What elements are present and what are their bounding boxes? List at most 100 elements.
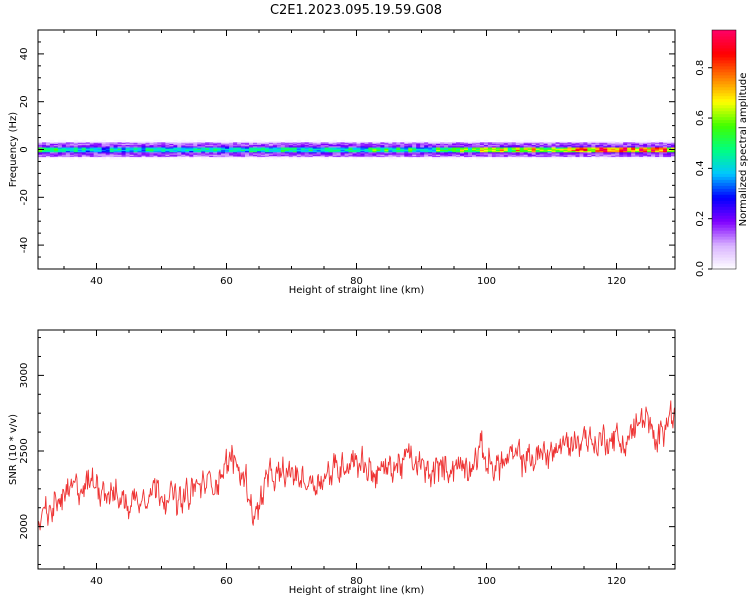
colorbar-segment [712,59,736,64]
heatmap-cell [567,153,572,155]
heatmap-cell [201,139,206,142]
heatmap-cell [448,149,453,152]
heatmap-cell [583,143,588,146]
heatmap-cell [165,142,170,144]
heatmap-cell [479,143,485,146]
heatmap-cell [125,155,130,158]
heatmap-cell [233,150,238,153]
heatmap-cell [69,142,75,144]
heatmap-cell [344,142,349,144]
heatmap-cell [300,153,306,155]
heatmap-cell [587,145,592,148]
heatmap-cell [336,153,341,155]
heatmap-cell [424,151,429,154]
colorbar-segment [712,227,736,231]
heatmap-cell [535,156,541,159]
heatmap-cell [93,153,99,155]
heatmap-cell [201,148,206,150]
heatmap-cell [253,153,258,155]
heatmap-cell [567,151,572,154]
heatmap-cell [655,150,660,153]
heatmap-cell [404,147,409,149]
heatmap-cell [559,147,564,149]
heatmap-cell [384,154,389,156]
heatmap-cell [428,141,433,143]
heatmap-cell [468,142,473,144]
heatmap-cell [249,153,254,155]
heatmap-cell [523,154,529,156]
heatmap-cell [659,157,664,160]
heatmap-cell [308,142,314,144]
heatmap-cell [137,148,142,150]
heatmap-cell [348,154,353,156]
heatmap-cell [257,156,262,159]
heatmap-cell [615,143,620,146]
heatmap-cell [97,143,103,146]
heatmap-cell [38,143,43,146]
heatmap-cell [113,154,118,156]
heatmap-cell [440,154,445,156]
heatmap-cell [364,157,369,160]
heatmap-cell [563,154,568,156]
heatmap-cell [189,143,194,146]
heatmap-cell [268,148,274,150]
heatmap-cell [280,144,286,147]
heatmap-cell [304,153,310,155]
heatmap-cell [205,142,210,144]
heatmap-cell [237,145,242,148]
heatmap-cell [308,144,314,147]
heatmap-cell [65,150,71,153]
heatmap-cell [440,148,445,150]
heatmap-cell [69,151,75,154]
heatmap-cell [587,150,592,153]
heatmap-cell [161,150,166,153]
heatmap-cell [38,155,43,158]
heatmap-cell [543,154,548,156]
heatmap-cell [93,156,99,159]
heatmap-cell [499,154,505,156]
heatmap-cell [332,141,337,143]
heatmap-cell [364,156,369,159]
colorbar-segment [712,242,736,246]
heatmap-cell [376,154,381,156]
heatmap-cell [348,142,353,144]
heatmap-cell [555,143,560,146]
heatmap-cell [340,139,345,142]
heatmap-cell [408,147,413,149]
heatmap-cell [85,155,91,158]
heatmap-cell [201,142,206,144]
heatmap-cell [440,149,445,152]
heatmap-cell [360,154,365,156]
heatmap-cell [468,150,473,153]
heatmap-cell [113,147,118,149]
colorbar-segment [712,68,736,73]
heatmap-cell [324,150,330,153]
heatmap-cell [97,149,103,152]
heatmap-cell [491,142,497,144]
heatmap-cell [49,141,55,143]
heatmap-cell [384,155,389,158]
heatmap-cell [117,150,122,153]
heatmap-cell [352,157,357,160]
heatmap-cell [213,149,218,152]
heatmap-cell [631,147,636,149]
heatmap-cell [464,151,469,154]
heatmap-cell [643,143,648,146]
heatmap-cell [320,151,326,154]
heatmap-cell [249,145,254,148]
heatmap-cell [340,143,345,146]
heatmap-cell [639,142,644,144]
heatmap-cell [205,148,210,150]
heatmap-cell [499,147,505,149]
heatmap-cell [424,155,429,158]
heatmap-cell [77,145,83,148]
heatmap-cell [436,141,441,143]
heatmap-cell [619,144,624,147]
heatmap-cell [623,149,628,152]
heatmap-cell [101,148,107,150]
heatmap-cell [475,157,481,160]
heatmap-cell [213,141,218,143]
heatmap-cell [539,147,544,149]
heatmap-cell [356,151,361,154]
